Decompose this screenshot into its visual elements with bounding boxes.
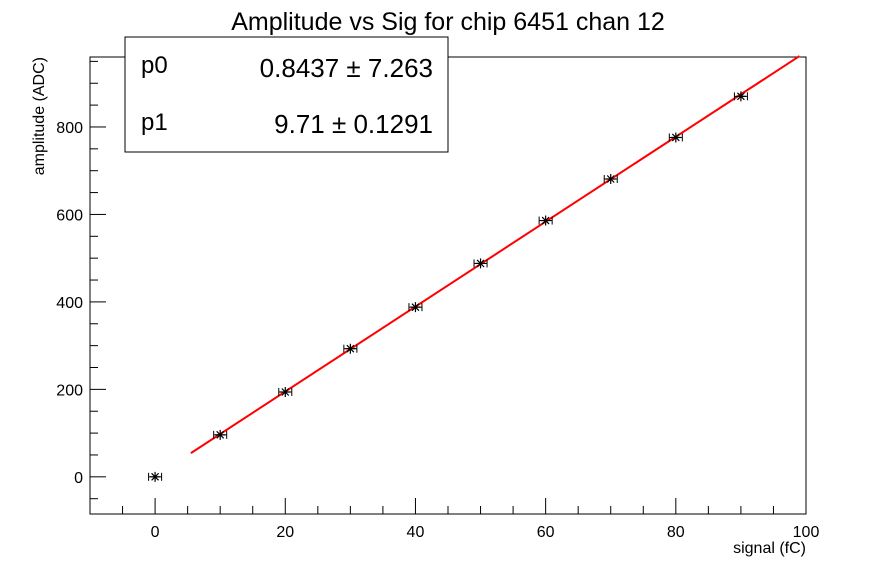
chart-title: Amplitude vs Sig for chip 6451 chan 12 xyxy=(231,8,665,36)
star-marker xyxy=(605,174,616,185)
x-tick-label: 20 xyxy=(276,524,294,541)
y-tick-label: 400 xyxy=(56,295,83,312)
x-axis-label: signal (fC) xyxy=(733,540,806,557)
y-tick-label: 200 xyxy=(56,382,83,399)
fit-line xyxy=(190,55,801,454)
x-axis: 0 20 40 60 80 100 xyxy=(89,498,820,541)
x-tick-label: 100 xyxy=(793,524,820,541)
star-marker xyxy=(280,386,291,397)
x-tick-label: 40 xyxy=(407,524,425,541)
fit-layer xyxy=(190,55,801,454)
y-axis-label: amplitude (ADC) xyxy=(31,57,48,175)
star-marker xyxy=(475,258,486,269)
data-point xyxy=(538,215,553,226)
star-marker xyxy=(150,471,161,482)
data-point xyxy=(473,258,488,269)
y-tick-label: 800 xyxy=(56,120,83,137)
stats-p0-error: 7.263 xyxy=(368,53,433,83)
data-point xyxy=(343,343,358,354)
data-points xyxy=(148,91,748,482)
stats-box-frame xyxy=(124,36,449,153)
data-point xyxy=(213,429,228,440)
stats-p0-value: 0.8437 ± 7.263 xyxy=(260,53,433,83)
data-point xyxy=(733,91,748,102)
data-point xyxy=(603,174,618,185)
star-marker xyxy=(215,429,226,440)
data-point xyxy=(408,302,423,313)
stats-p1-estimate: 9.71 xyxy=(274,109,325,139)
star-marker xyxy=(410,302,421,313)
x-tick-label: 0 xyxy=(151,524,160,541)
star-marker xyxy=(540,215,551,226)
y-axis: 0 200 400 600 800 xyxy=(56,60,106,500)
data-point xyxy=(668,132,683,143)
y-tick-label: 600 xyxy=(56,207,83,224)
x-tick-label: 80 xyxy=(667,524,685,541)
stats-p0-estimate: 0.8437 xyxy=(260,53,340,83)
stats-p1-value: 9.71 ± 0.1291 xyxy=(274,109,433,139)
star-marker xyxy=(670,132,681,143)
x-tick-label: 60 xyxy=(537,524,555,541)
stats-p1-name: p1 xyxy=(141,109,168,136)
data-point xyxy=(148,471,163,482)
data-point xyxy=(278,386,293,397)
fit-stats-box: p0 0.8437 ± 7.263 p1 9.71 ± 0.1291 xyxy=(124,36,449,153)
star-marker xyxy=(735,91,746,102)
star-marker xyxy=(345,343,356,354)
y-tick-label: 0 xyxy=(74,470,83,487)
stats-p1-error: 0.1291 xyxy=(353,109,433,139)
stats-p0-name: p0 xyxy=(141,52,168,79)
